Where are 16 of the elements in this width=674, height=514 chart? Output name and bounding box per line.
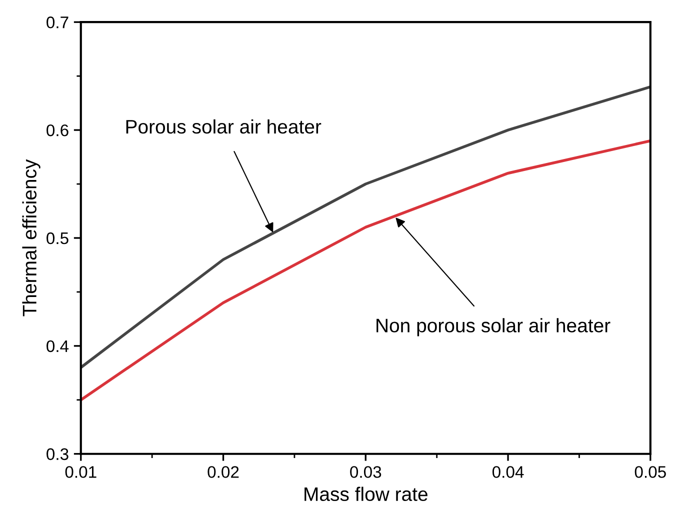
y-tick-label: 0.6	[46, 124, 68, 136]
y-tick-label: 0.4	[46, 340, 69, 352]
line-series	[80, 85, 650, 369]
y-tick-label: 0.5	[46, 232, 68, 244]
x-axis-title: Mass flow rate	[304, 486, 428, 502]
y-tick-label: 0.7	[46, 16, 68, 28]
line-series	[80, 139, 650, 402]
y-tick-label: 0.3	[46, 448, 68, 460]
x-tick-label: 0.02	[208, 466, 239, 478]
x-tick-label: 0.05	[634, 466, 666, 478]
x-tick-label: 0.04	[492, 466, 524, 478]
x-tick-label: 0.01	[65, 466, 96, 478]
annotation: Porous solar air heater	[126, 119, 322, 134]
x-tick-label: 0.03	[350, 466, 382, 478]
y-axis-title: Thermal efficiency	[22, 159, 40, 316]
annotation: Non porous solar air heater	[376, 318, 610, 336]
